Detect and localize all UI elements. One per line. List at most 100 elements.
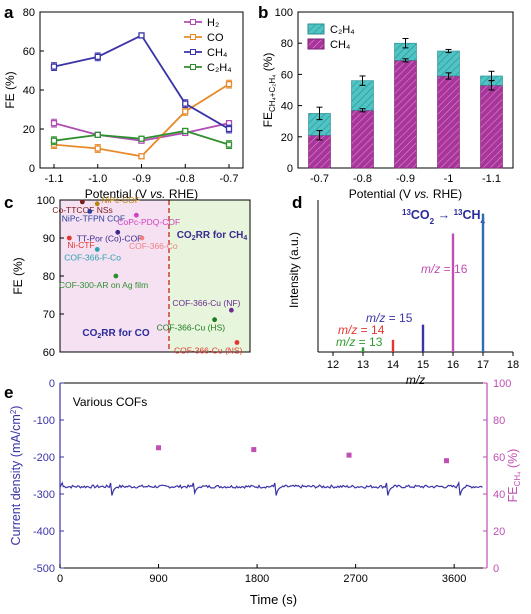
x-tick-label: 17 — [477, 359, 489, 371]
series-line-co — [53, 83, 230, 158]
legend-c2h4: C₂H₄ — [207, 62, 232, 74]
bar-ch4 — [437, 75, 460, 169]
cof-point-label: COF-366-Cu (HS) — [157, 323, 226, 333]
x-axis-label: Various COFs — [73, 395, 147, 409]
panel-a-chart: 0 20 40 60 80 -1.1 -1.0 -0.9 -0.8 -0.7 FE (%) Poten… — [3, 7, 244, 201]
y-axis-label: Intensity (a.u.) — [287, 232, 301, 308]
x-tick-label: 14 — [387, 359, 399, 371]
region-label-co: CO2RR for CO — [82, 328, 149, 340]
legend-swatch-c2h4 — [307, 23, 325, 35]
x-tick-label: -0.7 — [310, 173, 329, 185]
x-tick-label: 1800 — [245, 573, 269, 585]
cof-point-label: COF-300-AR on Ag film — [59, 280, 148, 290]
panel-label-e: e — [4, 383, 13, 402]
panel-label-a: a — [4, 3, 14, 22]
x-tick-label: 16 — [447, 359, 459, 371]
data-point-h2 — [50, 120, 58, 127]
legend-marker — [190, 34, 196, 40]
fe-ch4-data-point — [156, 445, 162, 451]
peak-label-mz-14: m/z = 14 — [338, 323, 385, 337]
reaction-title: 13CO2 → 13CH4 — [402, 208, 486, 226]
x-tick-label: 2700 — [343, 573, 367, 585]
panel-d-chart: 12 13 14 15 16 17 18 Intensity (a.u.) m/z 13CO2 →… — [287, 200, 519, 387]
panel-label-b: b — [258, 3, 268, 22]
y-tick-label: 100 — [37, 195, 55, 207]
x-axis-label: Potential (V vs. RHE) — [85, 187, 198, 201]
y-tick-label: 90 — [43, 233, 55, 245]
fe-ch4-data-point — [346, 452, 352, 458]
cof-point-label: Co-TTCOF NSs — [52, 205, 112, 215]
fe-ch4-data-point — [443, 458, 449, 464]
y-left-tick-label: -300 — [33, 489, 55, 501]
cof-data-point — [79, 199, 85, 205]
bar-ch4 — [351, 109, 374, 169]
cof-point-label: NiPc-COF — [101, 195, 140, 205]
x-tick-label: 18 — [507, 359, 519, 371]
data-point-ch4 — [50, 63, 58, 70]
cof-point-label: Ni-CTF — [67, 240, 94, 250]
y-left-tick-label: -100 — [33, 415, 55, 427]
y-tick-label: 60 — [43, 347, 55, 359]
series-line-ch4 — [53, 34, 230, 130]
y-tick-label: 80 — [23, 7, 35, 19]
x-axis-label: Potential (V vs. RHE) — [349, 187, 462, 201]
data-point-co — [94, 145, 101, 152]
data-point-c2h4 — [182, 127, 189, 135]
y-left-axis-label: Current density (mA/cm2) — [9, 406, 24, 546]
y-left-tick-label: -500 — [33, 563, 55, 575]
x-tick-label: 13 — [357, 359, 369, 371]
cof-point-label: TT-Por (Co)-COF — [77, 233, 143, 243]
panel-b-chart: 0 20 40 60 80 100 -0.7 -0.8 -0.9 -1 -1.1 FECH₄+C₂H₄… — [261, 7, 514, 201]
cof-data-point — [228, 307, 234, 313]
cof-data-point — [234, 340, 240, 345]
legend-ch4: CH₄ — [207, 47, 228, 59]
legend-c2h4: C₂H₄ — [330, 24, 355, 36]
cof-data-point — [115, 229, 121, 235]
current-density-trace — [59, 480, 483, 496]
y-right-tick-label: 20 — [493, 526, 505, 538]
y-right-tick-label: 100 — [493, 378, 511, 390]
cof-data-point — [66, 235, 72, 241]
y-tick-label: 70 — [43, 309, 55, 321]
panel-c-chart: 60 70 80 90 100 FE (%) Various COFs CO2RR for C… — [11, 195, 251, 409]
data-point-c2h4 — [138, 135, 145, 142]
y-tick-label: 20 — [281, 132, 293, 144]
y-tick-label: 0 — [29, 163, 35, 175]
cof-point-label: NiPc-TFPN COF — [62, 213, 125, 223]
cof-point-label: COF-366-Cu (NF) — [172, 298, 240, 308]
legend-h2: H₂ — [207, 17, 219, 29]
y-tick-label: 60 — [23, 46, 35, 58]
legend-marker — [190, 64, 196, 70]
legend-swatch-ch4 — [307, 38, 325, 50]
cof-point-label: COF-366-F-Co — [64, 252, 121, 262]
y-axis-label: FECH₄+C₂H₄ (%) — [261, 53, 277, 128]
y-tick-label: 40 — [281, 101, 293, 113]
region-ch4-background — [169, 200, 250, 352]
cof-data-point — [94, 201, 100, 207]
bar-c2h4 — [437, 50, 460, 77]
y-left-tick-label: 0 — [49, 378, 55, 390]
cof-point-label: CoPc-PDQ-COF — [117, 217, 180, 227]
x-tick-label: 15 — [417, 359, 429, 371]
cof-data-point — [87, 209, 93, 214]
data-point-c2h4 — [94, 131, 101, 139]
y-right-tick-label: 0 — [493, 563, 499, 575]
y-tick-label: 80 — [281, 38, 293, 50]
x-axis-label: m/z — [406, 373, 425, 387]
x-axis-label: Time (s) — [250, 592, 297, 607]
cof-point-label: COF-366-Cu (NS) — [174, 346, 243, 356]
panel-label-d: d — [292, 193, 302, 212]
data-point-c2h4 — [225, 141, 233, 148]
x-tick-label: 0 — [57, 573, 63, 585]
data-point-c2h4 — [50, 137, 58, 144]
cof-data-point — [113, 273, 119, 279]
y-tick-label: 60 — [281, 69, 293, 81]
x-tick-label: 900 — [149, 573, 167, 585]
x-tick-label: -0.8 — [176, 173, 195, 185]
y-right-tick-label: 60 — [493, 452, 505, 464]
cof-data-point — [139, 235, 145, 241]
x-tick-label: -0.7 — [220, 173, 239, 185]
x-tick-label: 12 — [327, 359, 339, 371]
